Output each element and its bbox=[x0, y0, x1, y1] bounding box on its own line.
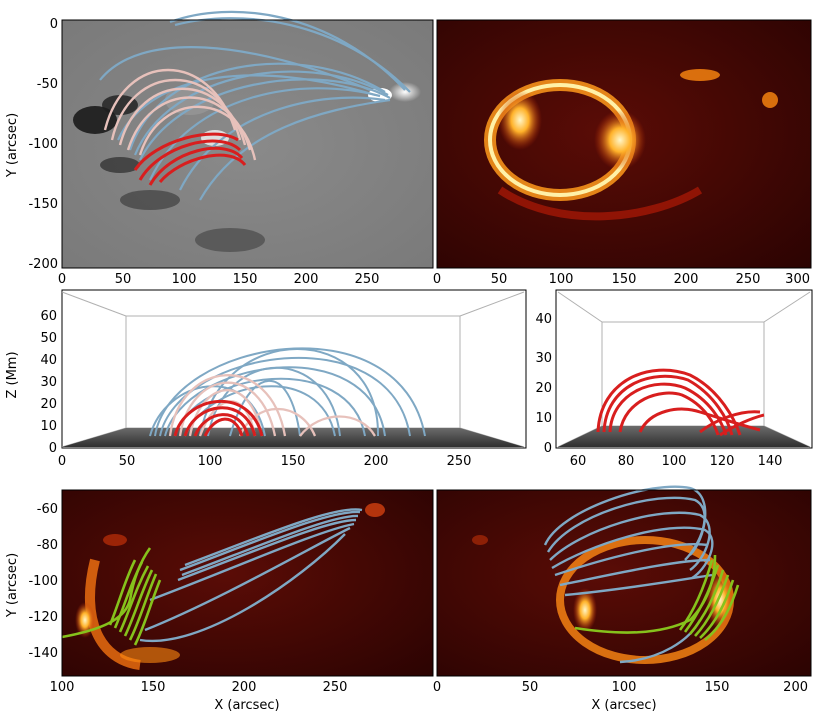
box-floor bbox=[62, 428, 524, 447]
tick-label: 0 bbox=[58, 454, 66, 469]
tick-label: 50 bbox=[115, 272, 132, 287]
tick-label: 0 bbox=[50, 17, 58, 32]
tick-label: 0 bbox=[49, 441, 57, 456]
green-fieldlines-left bbox=[61, 547, 162, 646]
tick-label: 50 bbox=[491, 272, 508, 287]
top-left-x-ticks: 0 50 100 150 200 250 bbox=[58, 272, 380, 287]
tick-label: 0 bbox=[58, 272, 66, 287]
tick-label: 60 bbox=[570, 454, 587, 469]
tick-label: -80 bbox=[37, 538, 58, 553]
tick-label: -200 bbox=[28, 257, 58, 272]
bottom-y-ticks: -60 -80 -100 -120 -140 bbox=[28, 502, 58, 661]
tick-label: -120 bbox=[28, 610, 58, 625]
panel-euv-fieldlines-left bbox=[61, 489, 434, 677]
tick-label: 40 bbox=[40, 353, 57, 368]
x-axis-title-right: X (arcsec) bbox=[591, 698, 656, 713]
tick-label: 20 bbox=[535, 381, 552, 396]
y-axis-title-bottom: Y (arcsec) bbox=[5, 553, 20, 618]
blue-fieldlines-left bbox=[139, 508, 363, 643]
top-right-x-ticks: 0 50 100 150 200 250 300 bbox=[433, 272, 810, 287]
tick-label: 100 bbox=[50, 680, 75, 695]
tick-label: 80 bbox=[618, 454, 635, 469]
x-axis-title-left: X (arcsec) bbox=[214, 698, 279, 713]
flux-rope-y-ticks: 0 10 20 30 40 bbox=[535, 312, 552, 456]
panel-magnetogram bbox=[61, 10, 434, 269]
tick-label: 120 bbox=[710, 454, 735, 469]
tick-label: 150 bbox=[281, 454, 306, 469]
tick-label: 100 bbox=[172, 272, 197, 287]
top-left-y-ticks: 0 -50 -100 -150 -200 bbox=[28, 17, 58, 272]
tick-label: 0 bbox=[544, 441, 552, 456]
euv-flare-ribbons bbox=[484, 69, 778, 221]
tick-label: 30 bbox=[40, 375, 57, 390]
tick-label: 20 bbox=[40, 397, 57, 412]
tick-label: -150 bbox=[28, 197, 58, 212]
tick-label: -100 bbox=[28, 137, 58, 152]
tick-label: 200 bbox=[232, 680, 257, 695]
tick-label: 50 bbox=[522, 680, 539, 695]
tick-label: 60 bbox=[40, 309, 57, 324]
panel-side-view bbox=[61, 289, 527, 449]
y-axis-title: Y (arcsec) bbox=[5, 113, 20, 178]
side-view-x-ticks: 0 50 100 150 200 250 bbox=[58, 454, 472, 469]
tick-label: -140 bbox=[28, 646, 58, 661]
tick-label: 150 bbox=[141, 680, 166, 695]
tick-label: -60 bbox=[37, 502, 58, 517]
tick-label: 40 bbox=[535, 312, 552, 327]
tick-label: 150 bbox=[233, 272, 258, 287]
flux-rope-x-ticks: 60 80 100 120 140 bbox=[570, 454, 783, 469]
tick-label: 140 bbox=[758, 454, 783, 469]
tick-label: 0 bbox=[433, 680, 441, 695]
pink-fieldlines-side bbox=[168, 374, 376, 437]
red-fieldlines-side bbox=[173, 399, 264, 437]
euv-ribbons-left bbox=[75, 503, 385, 670]
tick-label: -100 bbox=[28, 574, 58, 589]
panel-euv-fieldlines-right bbox=[436, 485, 812, 677]
tick-label: 250 bbox=[323, 680, 348, 695]
tick-label: 150 bbox=[705, 680, 730, 695]
tick-label: 50 bbox=[119, 454, 136, 469]
red-fluxrope-side bbox=[596, 368, 765, 437]
tick-label: 200 bbox=[364, 454, 389, 469]
pink-fieldlines-top bbox=[103, 68, 257, 161]
tick-label: -50 bbox=[37, 77, 58, 92]
euv-ribbons-right bbox=[472, 535, 734, 664]
panel-flux-rope bbox=[555, 289, 813, 449]
blue-fieldlines-side bbox=[149, 347, 426, 437]
z-axis-title: Z (Mm) bbox=[5, 351, 20, 398]
tick-label: 250 bbox=[447, 454, 472, 469]
tick-label: 100 bbox=[612, 680, 637, 695]
tick-label: 200 bbox=[674, 272, 699, 287]
bottom-right-x-ticks: 0 50 100 150 200 bbox=[433, 680, 808, 695]
tick-label: 150 bbox=[612, 272, 637, 287]
bottom-left-x-ticks: 100 150 200 250 bbox=[50, 680, 348, 695]
tick-label: 30 bbox=[535, 351, 552, 366]
tick-label: 10 bbox=[535, 411, 552, 426]
tick-label: 200 bbox=[783, 680, 808, 695]
tick-label: 200 bbox=[294, 272, 319, 287]
green-fieldlines-right bbox=[574, 554, 740, 642]
tick-label: 100 bbox=[662, 454, 687, 469]
tick-label: 10 bbox=[40, 419, 57, 434]
panel-euv bbox=[436, 19, 812, 269]
side-view-y-ticks: 0 10 20 30 40 50 60 bbox=[40, 309, 57, 456]
red-fieldlines-top bbox=[133, 132, 247, 186]
tick-label: 0 bbox=[433, 272, 441, 287]
tick-label: 300 bbox=[785, 272, 810, 287]
tick-label: 250 bbox=[355, 272, 380, 287]
tick-label: 250 bbox=[736, 272, 761, 287]
tick-label: 100 bbox=[198, 454, 223, 469]
euv-image-right bbox=[437, 490, 811, 676]
tick-label: 100 bbox=[549, 272, 574, 287]
tick-label: 50 bbox=[40, 331, 57, 346]
